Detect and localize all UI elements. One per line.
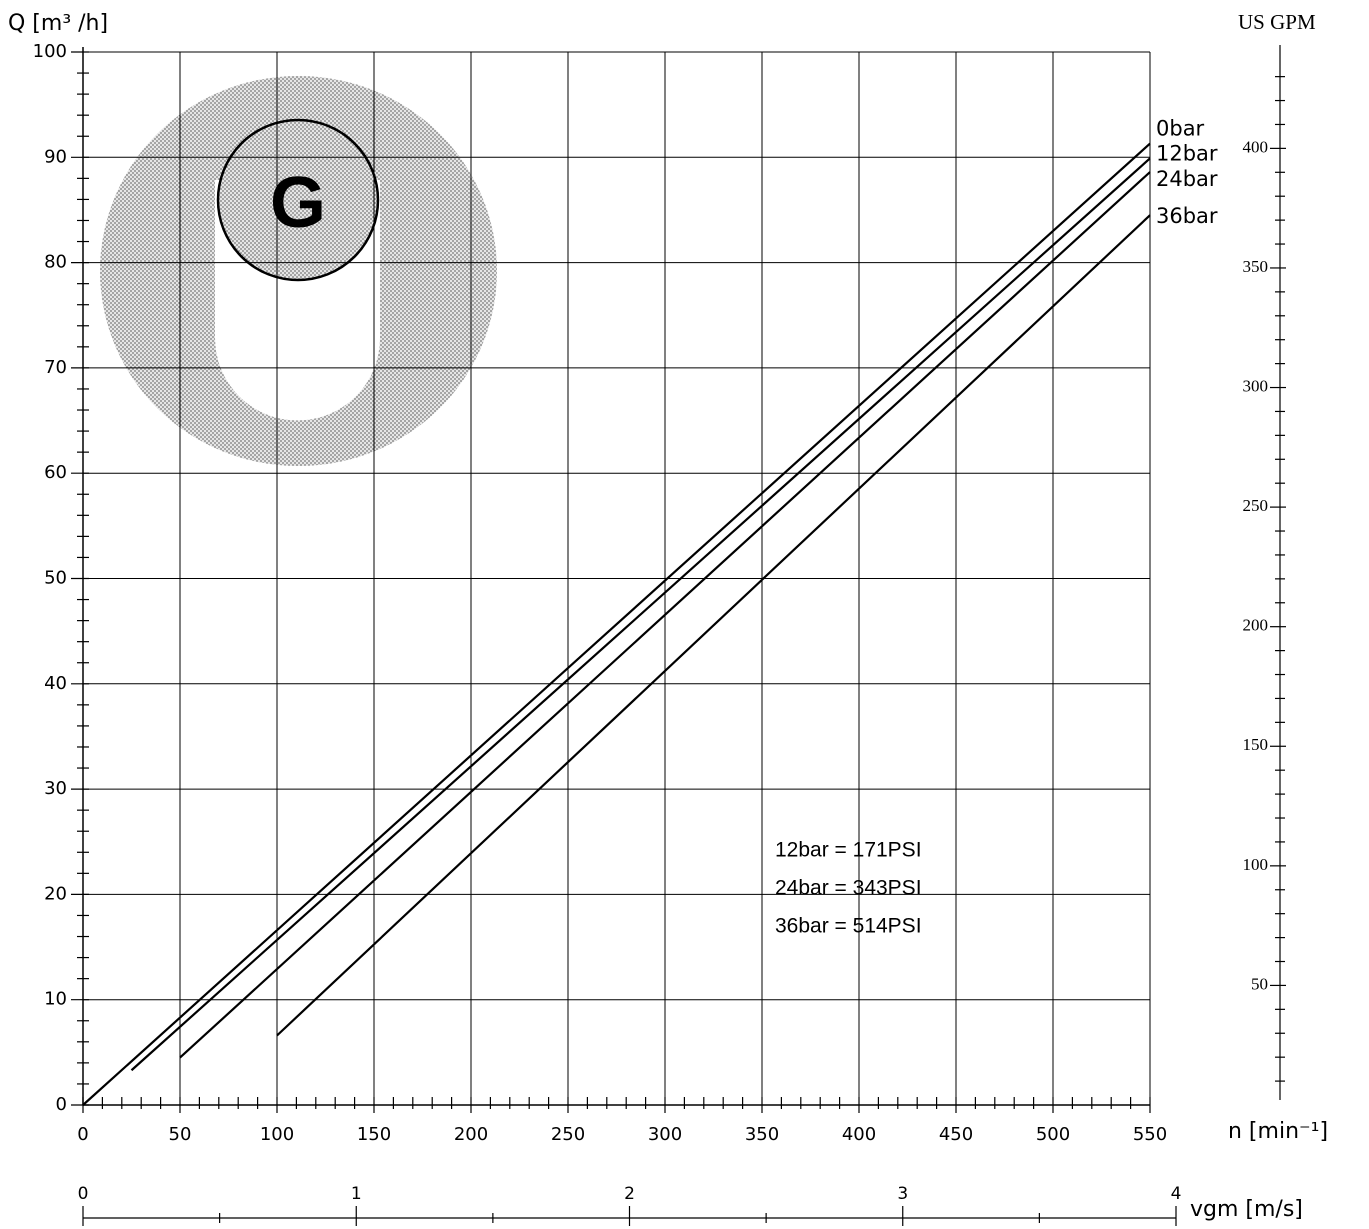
x-tick-label: 350 [745,1124,779,1145]
data-line [179,171,1151,1059]
vgm-tick-label: 2 [624,1184,635,1204]
x-tick-label: 550 [1133,1124,1167,1145]
x-tick-label: 400 [842,1124,876,1145]
x-tick-label: 50 [169,1124,192,1145]
y-tick-label: 0 [56,1094,67,1115]
data-line [276,214,1151,1037]
x-axis-label: n [min⁻¹] [1228,1119,1328,1144]
logo-text: G [270,163,326,243]
x-tick-label: 0 [77,1124,88,1145]
y-tick-label: 40 [44,673,67,694]
x-tick-label: 200 [454,1124,488,1145]
annotation: 36bar = 514PSI [775,915,922,938]
x-tick-label: 150 [357,1124,391,1145]
series-label: 12bar [1156,141,1218,165]
vgm-axis-label: vgm [m/s] [1190,1197,1303,1222]
vgm-tick-label: 0 [78,1184,89,1204]
series-label: 24bar [1156,167,1218,191]
y-tick-label: 80 [44,252,67,273]
x-tick-label: 100 [260,1124,294,1145]
x-tick-label: 250 [551,1124,585,1145]
y-tick-label: 50 [44,568,67,589]
x-tick-label: 450 [939,1124,973,1145]
vgm-tick-label: 3 [897,1184,908,1204]
annotation: 24bar = 343PSI [775,877,922,900]
series-label: 36bar [1156,204,1218,228]
y-tick-label: 60 [44,462,67,483]
y-tick-label: 90 [44,146,67,167]
y-tick-label: 30 [44,778,67,799]
y2-tick-label: 50 [1251,974,1268,993]
y-axis-label: Q [m³ /h] [8,11,108,36]
y2-tick-label: 300 [1243,376,1269,395]
y-tick-label: 10 [44,989,67,1010]
y2-tick-label: 100 [1243,855,1269,874]
logo: G [100,76,497,466]
y2-tick-label: 250 [1243,496,1269,515]
logo-circle [216,118,380,282]
series-label: 0bar [1156,117,1205,141]
data-line [130,157,1151,1072]
vgm-tick-label: 4 [1171,1184,1182,1204]
y2-tick-label: 400 [1243,137,1269,156]
annotation: 12bar = 171PSI [775,839,922,862]
x-tick-label: 500 [1036,1124,1070,1145]
vgm-tick-label: 1 [351,1184,362,1204]
data-line [82,142,1151,1106]
y-tick-label: 100 [33,41,67,62]
y2-tick-label: 150 [1243,735,1269,754]
y2-tick-label: 200 [1243,616,1269,635]
x-tick-label: 300 [648,1124,682,1145]
y2-axis-label: US GPM [1238,10,1316,34]
y-tick-label: 20 [44,883,67,904]
y-tick-label: 70 [44,357,67,378]
y2-tick-label: 350 [1243,257,1269,276]
